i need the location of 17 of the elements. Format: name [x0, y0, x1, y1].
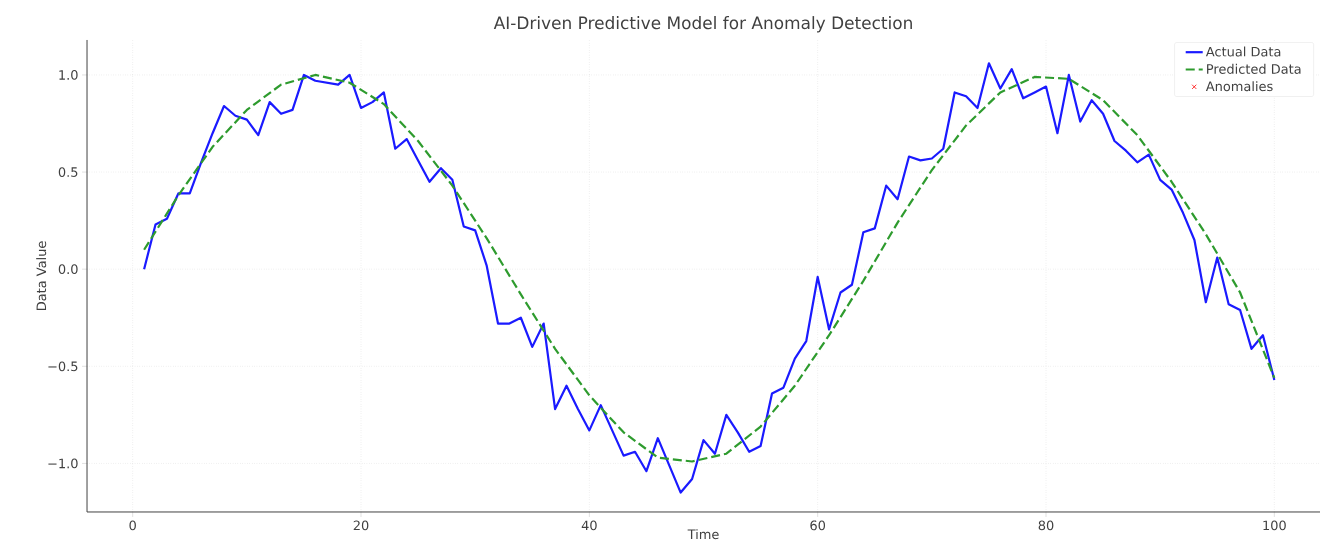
legend-label: Actual Data: [1205, 46, 1281, 57]
x-tick-label: 40: [581, 520, 597, 531]
x-tick-label: 100: [1263, 520, 1286, 531]
y-tick-label: −0.5: [48, 361, 78, 372]
x-tick-label: 60: [810, 520, 826, 531]
y-axis-title: Data Value: [36, 241, 47, 311]
y-tick-label: 0.5: [58, 167, 78, 177]
x-tick-label: 80: [1038, 520, 1054, 531]
x-axis-title: Time: [687, 529, 719, 540]
x-tick-label: 0: [129, 520, 136, 531]
y-tick-label: 1.0: [59, 70, 78, 80]
y-tick-label: 0.0: [58, 264, 78, 275]
y-tick-label: −1.0: [48, 458, 78, 469]
legend-label: Anomalies: [1205, 81, 1273, 92]
legend-label: Predicted Data: [1207, 63, 1301, 74]
chart-title: AI-Driven Predictive Model for Anomaly Detection: [493, 16, 912, 33]
x-tick-label: 20: [353, 520, 369, 531]
